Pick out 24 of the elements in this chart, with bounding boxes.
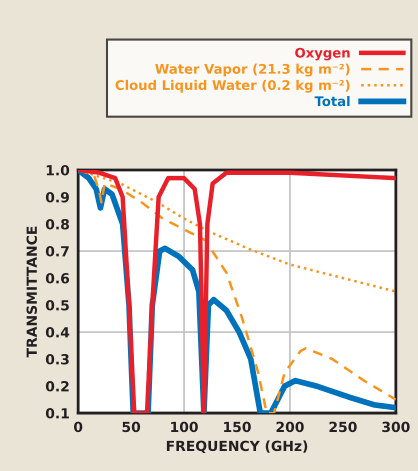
x-tick-label: 300 <box>382 422 410 432</box>
y-tick-label: 1.0 <box>46 165 70 176</box>
x-tick-label: 200 <box>276 422 304 432</box>
x-tick-label: 150 <box>224 422 251 432</box>
y-tick-label: 0.8 <box>46 219 69 230</box>
legend-label: Water Vapor (21.3 kg m⁻²) <box>155 64 350 77</box>
legend-label: Total <box>314 96 350 106</box>
y-tick-label: 0.5 <box>46 300 69 311</box>
x-tick-label: 100 <box>171 422 198 432</box>
y-tick-label: 0.2 <box>46 381 69 392</box>
x-tick-label: 250 <box>330 422 357 432</box>
x-axis-title: FREQUENCY (GHz) <box>166 440 308 453</box>
legend-label: Oxygen <box>295 48 350 60</box>
legend-label: Cloud Liquid Water (0.2 kg m⁻²) <box>116 80 350 93</box>
y-tick-label: 0.4 <box>46 327 70 338</box>
x-tick-label: 0 <box>74 422 82 432</box>
y-tick-label: 0.6 <box>46 273 70 284</box>
y-tick-label: 0.3 <box>46 354 69 365</box>
y-tick-label: 0.1 <box>46 408 69 419</box>
y-tick-label: 0.7 <box>46 246 69 257</box>
y-axis-title: TRANSMITTANCE <box>26 226 37 358</box>
line-series <box>78 170 396 414</box>
x-tick-label: 50 <box>122 422 140 432</box>
y-tick-label: 0.9 <box>46 192 69 203</box>
